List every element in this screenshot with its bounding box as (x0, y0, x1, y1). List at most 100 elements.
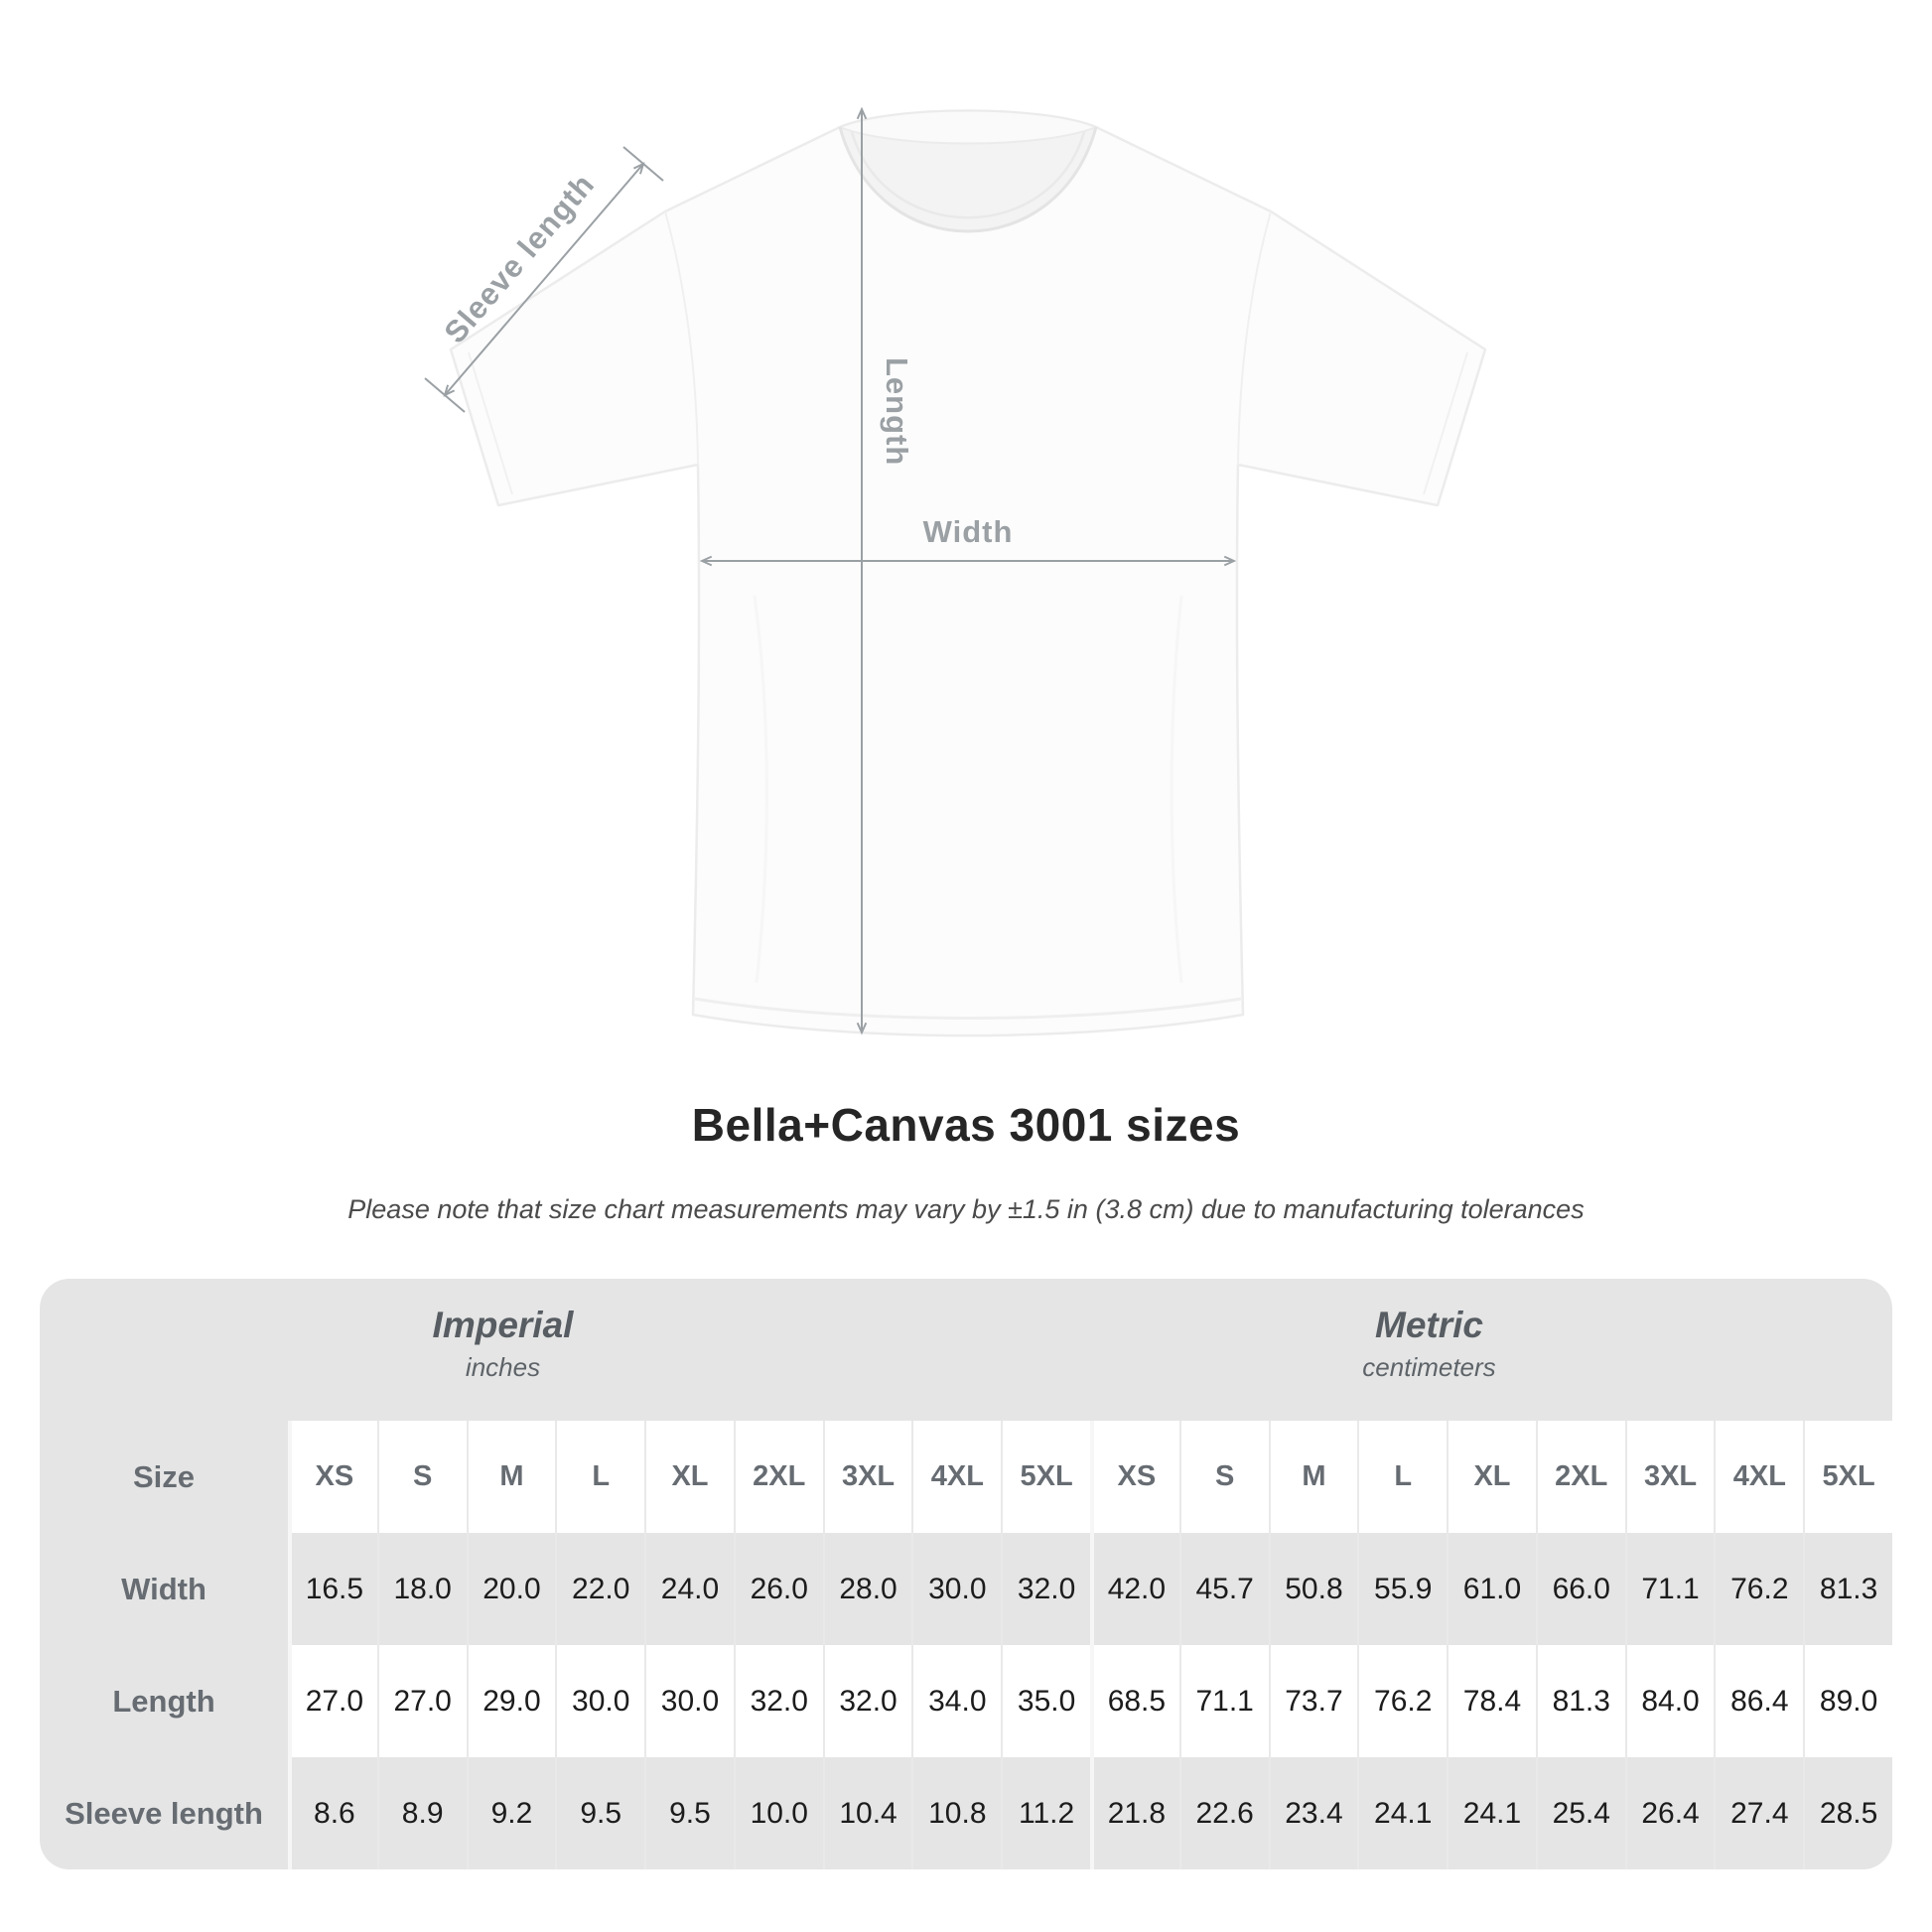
value-cell: 16.5 (288, 1533, 377, 1645)
tolerance-note: Please note that size chart measurements… (347, 1194, 1585, 1224)
value-cell: 9.5 (555, 1757, 644, 1869)
value-cell: 30.0 (644, 1645, 734, 1757)
measurement-annotations (424, 109, 1234, 1033)
value-cell: 27.4 (1714, 1757, 1803, 1869)
imperial-group-unit: inches (465, 1352, 541, 1382)
tshirt-body (449, 109, 1487, 1037)
size-table-body: Size XS S M L XL 2XL 3XL 4XL 5XL XS S M L XL 2XL 3XL 4XL 5… (40, 1421, 1892, 1869)
unit-group-header: Imperial inches Metric centimeters (40, 1279, 1892, 1421)
value-cell: 26.0 (733, 1533, 823, 1645)
value-cell: 45.7 (1178, 1533, 1269, 1645)
size-header-cell: S (1178, 1421, 1269, 1533)
value-cell: 10.8 (911, 1757, 1001, 1869)
size-header-cell: 4XL (911, 1421, 1002, 1533)
right-cuff-stitch (1423, 351, 1468, 495)
size-header-cell: XS (1090, 1421, 1179, 1533)
row-label: Length (112, 1683, 215, 1719)
value-cell: 11.2 (1001, 1757, 1090, 1869)
value-cell: 76.2 (1714, 1533, 1803, 1645)
row-label: Sleeve length (65, 1795, 263, 1831)
size-header-cell: S (376, 1421, 467, 1533)
metric-group-title: Metric (1375, 1305, 1483, 1345)
size-header-cell: 5XL (1803, 1421, 1892, 1533)
size-table: Imperial inches Metric centimeters Size X… (40, 1279, 1892, 1869)
value-cell: 10.4 (822, 1757, 912, 1869)
tshirt-image (449, 109, 1487, 1037)
value-cell: 24.1 (1447, 1757, 1536, 1869)
value-cell: 68.5 (1090, 1645, 1179, 1757)
value-cell: 71.1 (1178, 1645, 1269, 1757)
size-header-cell: XL (644, 1421, 734, 1533)
imperial-group-title: Imperial (432, 1305, 574, 1345)
tshirt-measurement-diagram: Sleeve length Length Width (424, 0, 1487, 1037)
value-cell: 24.0 (644, 1533, 734, 1645)
value-cell: 84.0 (1624, 1645, 1715, 1757)
value-cell: 30.0 (911, 1533, 1001, 1645)
value-cell: 35.0 (1001, 1645, 1090, 1757)
value-cell: 24.1 (1357, 1757, 1447, 1869)
right-sleeve-seam (1237, 210, 1272, 466)
size-header-cell: M (466, 1421, 556, 1533)
table-row: Length 27.0 27.0 29.0 30.0 30.0 32.0 32.0 34.0 35… (40, 1645, 1892, 1757)
metric-group-unit: centimeters (1362, 1352, 1496, 1382)
value-cell: 78.4 (1447, 1645, 1536, 1757)
value-cell: 73.7 (1268, 1645, 1358, 1757)
value-cell: 8.6 (288, 1757, 377, 1869)
value-cell: 86.4 (1714, 1645, 1804, 1757)
sleeve-length-arrow (445, 164, 643, 395)
size-header-cell: 3XL (822, 1421, 912, 1533)
value-cell: 81.3 (1535, 1645, 1625, 1757)
size-header-cell: L (555, 1421, 645, 1533)
fabric-wrinkle (753, 595, 768, 984)
value-cell: 27.0 (376, 1645, 467, 1757)
table-header-row: Size XS S M L XL 2XL 3XL 4XL 5XL XS S M L XL 2XL 3XL 4XL 5… (40, 1421, 1892, 1533)
size-header-cell: 4XL (1714, 1421, 1804, 1533)
collar-inner-edge (850, 131, 1086, 219)
value-cell: 9.2 (466, 1757, 556, 1869)
value-cell: 42.0 (1090, 1533, 1179, 1645)
value-cell: 34.0 (911, 1645, 1002, 1757)
value-cell: 76.2 (1357, 1645, 1448, 1757)
value-cell: 55.9 (1357, 1533, 1447, 1645)
value-cell: 28.5 (1803, 1757, 1892, 1869)
value-cell: 66.0 (1535, 1533, 1625, 1645)
value-cell: 32.0 (733, 1645, 823, 1757)
size-header-cell: XS (288, 1421, 377, 1533)
size-header-cell: L (1357, 1421, 1448, 1533)
value-cell: 29.0 (466, 1645, 556, 1757)
value-cell: 28.0 (822, 1533, 912, 1645)
value-cell: 32.0 (1001, 1533, 1090, 1645)
value-cell: 8.9 (376, 1757, 467, 1869)
value-cell: 81.3 (1803, 1533, 1892, 1645)
value-cell: 18.0 (376, 1533, 467, 1645)
size-column-label: Size (132, 1458, 196, 1494)
left-sleeve-seam (664, 210, 699, 466)
size-header-cell: 5XL (1001, 1421, 1090, 1533)
size-header-cell: 3XL (1624, 1421, 1715, 1533)
sleeve-arrow-end-tick (424, 377, 466, 413)
row-label: Width (121, 1571, 207, 1606)
value-cell: 61.0 (1447, 1533, 1536, 1645)
value-cell: 71.1 (1624, 1533, 1715, 1645)
value-cell: 10.0 (733, 1757, 823, 1869)
table-row: Sleeve length 8.6 8.9 9.2 9.5 9.5 10.0 10.4 10.8… (40, 1757, 1892, 1869)
value-cell: 30.0 (555, 1645, 645, 1757)
value-cell: 20.0 (466, 1533, 556, 1645)
hem-stitch (694, 997, 1242, 1020)
table-row: Width 16.5 18.0 20.0 22.0 24.0 26.0 28.0 30.0 32.… (40, 1533, 1892, 1645)
value-cell: 22.0 (555, 1533, 644, 1645)
value-cell: 25.4 (1535, 1757, 1625, 1869)
size-header-cell: XL (1447, 1421, 1536, 1533)
sleeve-arrow-end-tick (622, 146, 664, 182)
metric-group-header: Metric centimeters (966, 1279, 1892, 1421)
value-cell: 9.5 (644, 1757, 734, 1869)
size-header-cell: 2XL (1535, 1421, 1625, 1533)
size-header-cell: 2XL (733, 1421, 823, 1533)
value-cell: 32.0 (822, 1645, 912, 1757)
value-cell: 23.4 (1268, 1757, 1358, 1869)
value-cell: 27.0 (288, 1645, 377, 1757)
value-cell: 22.6 (1178, 1757, 1269, 1869)
value-cell: 21.8 (1090, 1757, 1179, 1869)
imperial-group-header: Imperial inches (40, 1279, 966, 1421)
